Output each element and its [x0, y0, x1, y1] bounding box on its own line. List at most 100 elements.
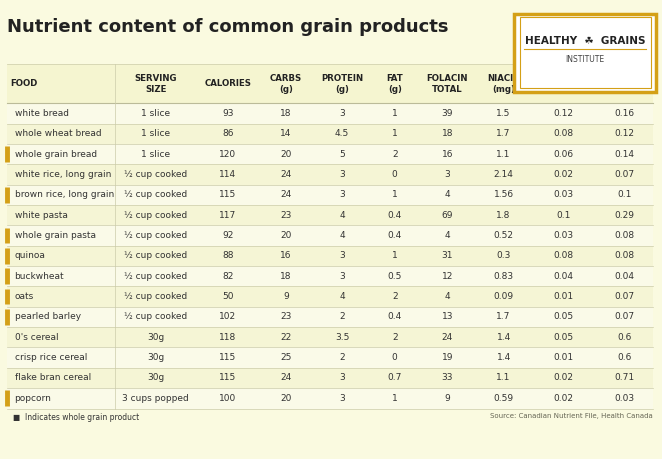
Text: 0.71: 0.71: [615, 374, 635, 382]
Text: 16: 16: [442, 150, 453, 159]
Text: popcorn: popcorn: [15, 394, 52, 403]
FancyBboxPatch shape: [7, 307, 653, 327]
Text: 0.03: 0.03: [553, 190, 573, 199]
Text: 118: 118: [219, 333, 236, 342]
FancyBboxPatch shape: [7, 368, 653, 388]
Text: 2: 2: [392, 150, 397, 159]
Text: 0.02: 0.02: [553, 394, 573, 403]
Text: 0.12: 0.12: [553, 109, 573, 118]
Text: THIAMIN
(mg): THIAMIN (mg): [604, 74, 645, 94]
Text: 102: 102: [219, 313, 236, 321]
Text: 2: 2: [339, 313, 345, 321]
Text: 0.07: 0.07: [615, 292, 635, 301]
Text: SERVING
SIZE: SERVING SIZE: [134, 74, 177, 94]
Text: 0.09: 0.09: [494, 292, 514, 301]
Text: 0.07: 0.07: [615, 170, 635, 179]
Text: 0's cereal: 0's cereal: [15, 333, 58, 342]
FancyBboxPatch shape: [514, 14, 656, 92]
Text: white bread: white bread: [15, 109, 68, 118]
Text: 2: 2: [392, 333, 397, 342]
Text: 115: 115: [219, 353, 236, 362]
Text: 39: 39: [442, 109, 453, 118]
Text: white rice, long grain: white rice, long grain: [15, 170, 111, 179]
Text: 4: 4: [339, 292, 345, 301]
Text: 4: 4: [339, 211, 345, 220]
Text: crisp rice cereal: crisp rice cereal: [15, 353, 87, 362]
Text: 3: 3: [444, 170, 450, 179]
FancyBboxPatch shape: [7, 327, 653, 347]
Text: 23: 23: [280, 211, 291, 220]
Text: 0.83: 0.83: [494, 272, 514, 281]
Text: 4: 4: [339, 231, 345, 240]
Text: 30g: 30g: [147, 333, 164, 342]
Text: 3.5: 3.5: [335, 333, 350, 342]
Text: 12: 12: [442, 272, 453, 281]
Text: 0.12: 0.12: [615, 129, 635, 138]
Text: 0.14: 0.14: [615, 150, 635, 159]
Text: 33: 33: [442, 374, 453, 382]
Text: 24: 24: [280, 374, 291, 382]
Text: 0.3: 0.3: [496, 252, 511, 260]
Text: 1.7: 1.7: [496, 313, 511, 321]
Text: ½ cup cooked: ½ cup cooked: [124, 252, 187, 260]
Text: buckwheat: buckwheat: [15, 272, 64, 281]
Text: FAT
(g): FAT (g): [387, 74, 403, 94]
Text: 4: 4: [445, 190, 450, 199]
Text: 1.4: 1.4: [496, 353, 510, 362]
Text: 0.1: 0.1: [618, 190, 632, 199]
FancyBboxPatch shape: [7, 266, 653, 286]
Text: 69: 69: [442, 211, 453, 220]
Text: 0.08: 0.08: [615, 231, 635, 240]
Text: 0.04: 0.04: [553, 272, 573, 281]
Text: NIACIN
(mg): NIACIN (mg): [487, 74, 520, 94]
FancyBboxPatch shape: [7, 286, 653, 307]
Text: 2: 2: [392, 292, 397, 301]
Text: 0.4: 0.4: [387, 313, 402, 321]
FancyBboxPatch shape: [7, 123, 653, 144]
Text: 3: 3: [339, 190, 345, 199]
FancyBboxPatch shape: [7, 103, 653, 123]
Text: CALORIES: CALORIES: [205, 79, 252, 88]
Text: 100: 100: [219, 394, 236, 403]
Text: 0.04: 0.04: [615, 272, 635, 281]
Text: 0.02: 0.02: [553, 374, 573, 382]
Text: 1.56: 1.56: [494, 190, 514, 199]
Text: INSTITUTE: INSTITUTE: [566, 55, 605, 64]
Text: 1 slice: 1 slice: [141, 150, 170, 159]
Text: 30g: 30g: [147, 374, 164, 382]
Text: HEALTHY  ☘  GRAINS: HEALTHY ☘ GRAINS: [525, 36, 645, 46]
Text: RIBOFLAVIN
(mg): RIBOFLAVIN (mg): [534, 74, 592, 94]
Text: 24: 24: [280, 170, 291, 179]
Text: 92: 92: [222, 231, 234, 240]
Text: 23: 23: [280, 313, 291, 321]
Text: 114: 114: [219, 170, 236, 179]
Text: 5: 5: [339, 150, 345, 159]
Text: 18: 18: [280, 109, 291, 118]
Text: 0.05: 0.05: [553, 333, 573, 342]
Text: Nutrient content of common grain products: Nutrient content of common grain product…: [7, 18, 448, 36]
Text: 3 cups popped: 3 cups popped: [122, 394, 189, 403]
FancyBboxPatch shape: [7, 205, 653, 225]
Text: 3: 3: [339, 252, 345, 260]
Text: 0.05: 0.05: [553, 313, 573, 321]
Text: FOOD: FOOD: [10, 79, 37, 88]
Text: 1: 1: [392, 394, 398, 403]
Text: brown rice, long grain: brown rice, long grain: [15, 190, 114, 199]
Text: oats: oats: [15, 292, 34, 301]
Text: 0.7: 0.7: [387, 374, 402, 382]
Text: 1.1: 1.1: [496, 150, 511, 159]
Text: 31: 31: [442, 252, 453, 260]
Text: 88: 88: [222, 252, 234, 260]
Text: 4: 4: [445, 231, 450, 240]
Text: 1.8: 1.8: [496, 211, 511, 220]
Text: 1.4: 1.4: [496, 333, 510, 342]
Text: 3: 3: [339, 394, 345, 403]
Text: 18: 18: [280, 272, 291, 281]
Text: ½ cup cooked: ½ cup cooked: [124, 313, 187, 321]
Text: 0.08: 0.08: [553, 129, 573, 138]
Text: 0: 0: [392, 353, 398, 362]
Text: 0.01: 0.01: [553, 292, 573, 301]
Text: 1: 1: [392, 252, 398, 260]
Text: ½ cup cooked: ½ cup cooked: [124, 292, 187, 301]
Text: 0.02: 0.02: [553, 170, 573, 179]
